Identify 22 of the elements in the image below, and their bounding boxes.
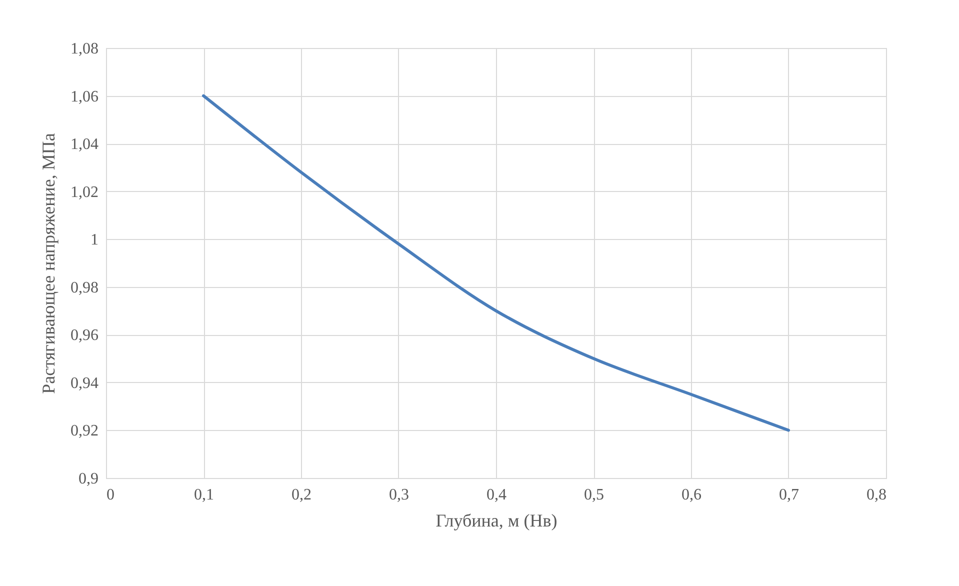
- x-tick-label: 0: [106, 486, 114, 504]
- y-tick-label: 0,92: [70, 422, 98, 440]
- y-tick-label: 0,96: [70, 327, 98, 344]
- y-tick-label: 1,04: [70, 136, 98, 154]
- x-tick-label: 0,4: [486, 486, 506, 504]
- x-tick-label: 0,5: [584, 486, 604, 504]
- x-tick-label: 0,2: [292, 486, 312, 504]
- y-tick-label: 0,9: [78, 470, 98, 488]
- y-tick-label: 1,08: [70, 40, 98, 58]
- y-tick-label: 1,06: [70, 88, 98, 106]
- y-axis-title: Растягивающее напряжение, МПа: [38, 133, 58, 394]
- x-tick-label: 0,6: [682, 486, 702, 504]
- y-tick-label: 1: [90, 232, 98, 249]
- y-tick-label: 0,98: [70, 279, 98, 296]
- x-tick-label: 0,8: [866, 486, 886, 504]
- x-tick-label: 0,3: [389, 486, 409, 504]
- x-tick-label: 0,7: [779, 486, 799, 504]
- x-axis-title: Глубина, м (Нв): [436, 510, 558, 530]
- y-tick-label: 1,02: [70, 184, 98, 201]
- y-tick-label: 0,94: [70, 374, 98, 392]
- x-tick-label: 0,1: [194, 486, 214, 504]
- line-series: [202, 94, 790, 432]
